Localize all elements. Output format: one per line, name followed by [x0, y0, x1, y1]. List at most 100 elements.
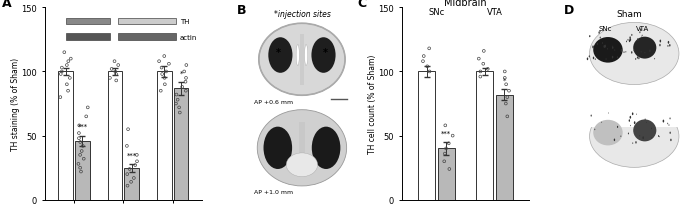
Circle shape	[629, 40, 630, 43]
Ellipse shape	[269, 38, 292, 74]
Circle shape	[637, 57, 638, 59]
Circle shape	[670, 139, 671, 142]
Circle shape	[669, 45, 671, 47]
Point	[56, 67, 67, 70]
Ellipse shape	[590, 23, 679, 85]
Point	[81, 115, 92, 118]
Point	[125, 180, 136, 184]
Circle shape	[607, 49, 608, 50]
Circle shape	[632, 113, 634, 116]
Point	[155, 90, 166, 93]
Point	[113, 64, 124, 67]
Text: *: *	[276, 47, 282, 57]
Point	[153, 60, 164, 63]
Point	[82, 106, 93, 110]
Point	[75, 166, 86, 170]
Circle shape	[630, 116, 631, 119]
Point	[447, 134, 458, 138]
Point	[129, 164, 140, 167]
Point	[75, 141, 86, 144]
Circle shape	[632, 143, 633, 144]
Circle shape	[599, 32, 600, 35]
Point	[110, 73, 121, 76]
Point	[64, 77, 75, 80]
Point	[443, 142, 454, 145]
Point	[499, 77, 510, 80]
Circle shape	[626, 41, 627, 43]
Ellipse shape	[633, 37, 656, 59]
Point	[56, 70, 67, 74]
Point	[482, 68, 493, 71]
Circle shape	[612, 47, 614, 50]
Point	[439, 160, 450, 163]
Bar	[125, 168, 139, 200]
Circle shape	[593, 46, 594, 49]
Circle shape	[658, 135, 659, 137]
Circle shape	[659, 45, 660, 47]
Text: VTA: VTA	[636, 116, 649, 122]
Bar	[576, 173, 682, 206]
Circle shape	[623, 52, 625, 54]
Point	[440, 124, 451, 127]
Point	[180, 81, 191, 84]
Text: SNc: SNc	[598, 116, 612, 122]
Ellipse shape	[264, 127, 292, 169]
Point	[160, 83, 171, 87]
Point	[444, 167, 455, 171]
Circle shape	[588, 56, 590, 58]
Text: Lesion: Lesion	[614, 100, 643, 109]
Text: AP +1.0 mm: AP +1.0 mm	[253, 189, 292, 194]
Text: SNc: SNc	[428, 8, 445, 17]
Y-axis label: TH cell count (% of Sham): TH cell count (% of Sham)	[368, 55, 377, 153]
Circle shape	[597, 43, 598, 46]
Text: ***: ***	[441, 130, 451, 136]
Text: ***: ***	[127, 152, 137, 158]
Point	[424, 70, 435, 74]
Point	[419, 55, 429, 59]
Text: VTA: VTA	[636, 26, 649, 32]
Circle shape	[625, 52, 626, 53]
Point	[440, 147, 451, 150]
Circle shape	[621, 50, 622, 53]
Circle shape	[590, 115, 592, 117]
Point	[75, 170, 86, 173]
Circle shape	[654, 59, 655, 60]
Point	[171, 102, 182, 106]
Point	[159, 77, 170, 80]
Circle shape	[630, 37, 631, 40]
Circle shape	[599, 31, 601, 33]
Circle shape	[634, 50, 635, 52]
Text: *: *	[179, 70, 183, 76]
Point	[175, 111, 186, 115]
Ellipse shape	[259, 24, 345, 96]
Circle shape	[589, 36, 590, 38]
Point	[132, 160, 142, 163]
Circle shape	[599, 37, 601, 39]
Point	[128, 177, 139, 180]
Circle shape	[668, 42, 669, 44]
Circle shape	[636, 114, 637, 115]
Point	[62, 64, 73, 67]
Circle shape	[639, 32, 640, 34]
Point	[73, 162, 84, 166]
Circle shape	[662, 120, 664, 123]
Text: *injection sites: *injection sites	[273, 10, 330, 19]
Point	[122, 184, 133, 187]
Point	[74, 124, 85, 127]
Circle shape	[603, 46, 605, 49]
Bar	[438, 149, 455, 200]
Point	[439, 152, 450, 156]
Point	[473, 58, 484, 61]
Ellipse shape	[286, 153, 318, 177]
Text: SNc: SNc	[598, 26, 612, 32]
Bar	[496, 95, 513, 200]
Point	[502, 96, 513, 99]
Point	[161, 70, 172, 74]
Point	[122, 173, 133, 176]
Circle shape	[612, 56, 613, 59]
Bar	[157, 72, 172, 200]
Circle shape	[595, 59, 596, 61]
Point	[59, 51, 70, 55]
Point	[106, 68, 117, 71]
Point	[121, 145, 132, 148]
